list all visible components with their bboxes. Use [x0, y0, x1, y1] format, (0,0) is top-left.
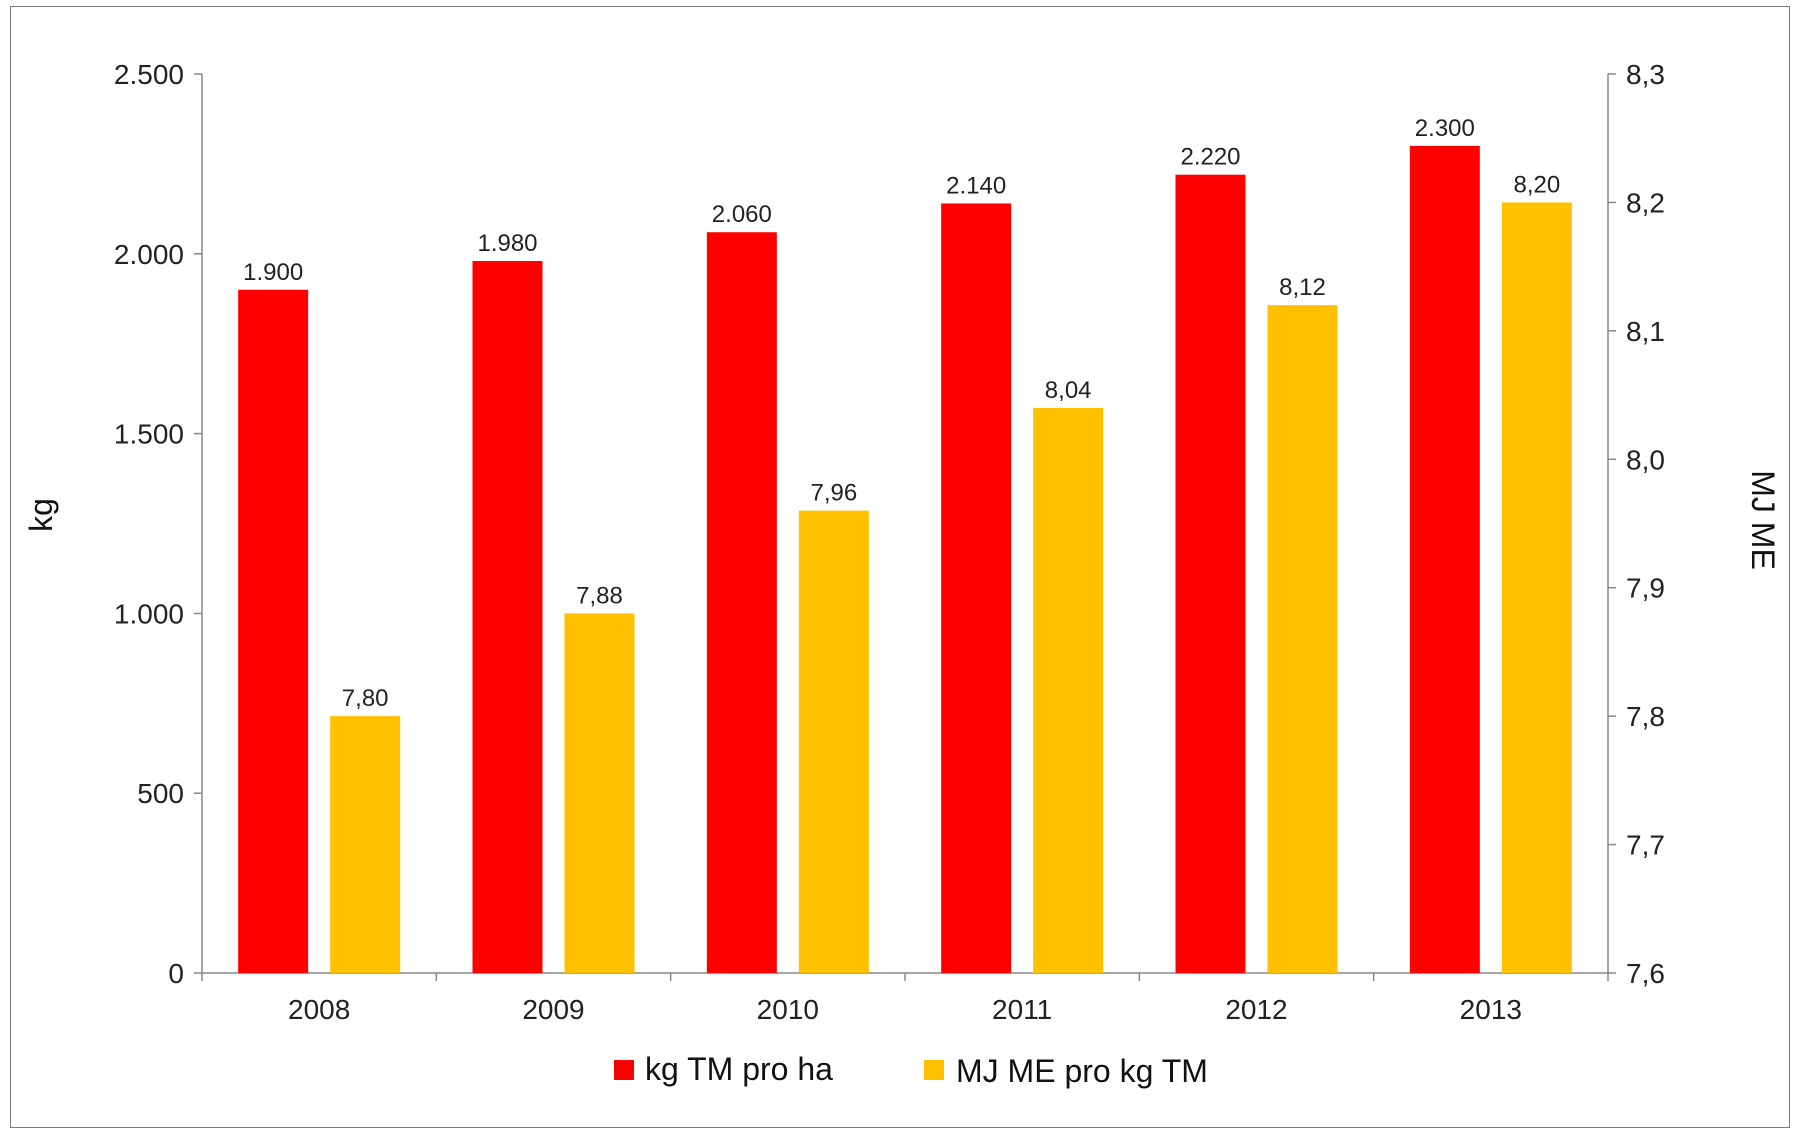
- bar-kg-tm: [706, 232, 777, 973]
- y-right-tick-label: 7,7: [1626, 830, 1665, 861]
- y-right-tick-label: 8,1: [1626, 316, 1665, 347]
- legend-label-kg-tm: kg TM pro ha: [645, 1051, 833, 1087]
- y-right-tick-label: 8,0: [1626, 444, 1665, 475]
- y-axis-right-title: MJ ME: [1745, 470, 1781, 570]
- x-tick-label: 2012: [1225, 994, 1287, 1025]
- legend-swatch-mj-me: [924, 1060, 944, 1080]
- data-label-mj-me: 7,88: [576, 582, 623, 609]
- bar-mj-me: [330, 716, 401, 973]
- data-label-mj-me: 8,12: [1279, 274, 1326, 301]
- data-label-kg-tm: 1.900: [243, 259, 303, 286]
- y-left-tick-label: 1.000: [114, 598, 184, 629]
- x-tick-label: 2010: [757, 994, 819, 1025]
- bar-mj-me: [1267, 305, 1338, 974]
- bar-mj-me: [564, 613, 635, 973]
- data-label-kg-tm: 2.060: [712, 201, 772, 228]
- bar-mj-me: [1501, 202, 1572, 973]
- legend-swatch-kg-tm: [614, 1060, 634, 1080]
- data-label-mj-me: 7,80: [342, 685, 389, 712]
- bar-kg-tm: [1175, 174, 1246, 974]
- y-right-tick-label: 8,3: [1626, 59, 1665, 90]
- y-left-tick-label: 2.000: [114, 239, 184, 270]
- legend-label-mj-me: MJ ME pro kg TM: [956, 1053, 1208, 1089]
- bar-kg-tm: [1409, 145, 1480, 974]
- data-label-mj-me: 8,20: [1513, 171, 1560, 198]
- bar-kg-tm: [472, 260, 543, 973]
- y-right-tick-label: 7,8: [1626, 701, 1665, 732]
- y-right-tick-label: 7,6: [1626, 958, 1665, 989]
- data-label-mj-me: 8,04: [1045, 377, 1092, 404]
- data-labels: 1.900 1.980 2.060 2.140 2.220 2.300 7,80 7,88 7,…: [243, 115, 1560, 712]
- bar-mj-me: [1033, 407, 1104, 973]
- bar-kg-tm: [238, 289, 309, 973]
- data-label-kg-tm: 2.140: [946, 172, 1006, 199]
- data-label-kg-tm: 1.980: [477, 230, 537, 257]
- x-tick-label: 2013: [1460, 994, 1522, 1025]
- y-axis-left-title: kg: [23, 498, 59, 532]
- y-left-tick-label: 500: [137, 778, 184, 809]
- data-label-kg-tm: 2.220: [1180, 144, 1240, 171]
- bars: [238, 145, 1572, 974]
- y-left-tick-label: 2.500: [114, 59, 184, 90]
- y-right-tick-label: 7,9: [1626, 573, 1665, 604]
- x-tick-label: 2011: [992, 994, 1052, 1025]
- bar-kg-tm: [941, 203, 1012, 973]
- x-tick-label: 2009: [522, 994, 584, 1025]
- y-left-tick-label: 0: [168, 958, 184, 989]
- legend: kg TM pro ha MJ ME pro kg TM: [614, 1051, 1208, 1089]
- data-label-kg-tm: 2.300: [1415, 115, 1475, 142]
- x-tick-label: 2008: [288, 994, 350, 1025]
- y-left-tick-label: 1.500: [114, 419, 184, 450]
- axes: 0 500 1.000 1.500 2.000 2.500 7,6 7,7 7,8 7,9 8,0 8…: [114, 59, 1665, 1025]
- bar-mj-me: [798, 510, 869, 973]
- y-right-tick-label: 8,2: [1626, 187, 1665, 218]
- data-label-mj-me: 7,96: [810, 480, 857, 507]
